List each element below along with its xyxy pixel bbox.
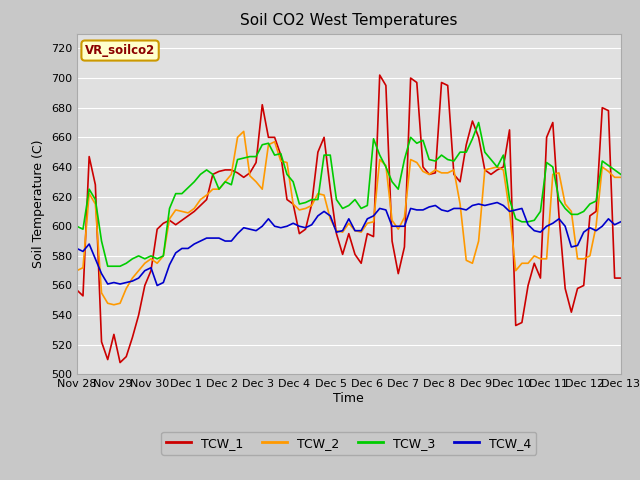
Line: TCW_1: TCW_1: [77, 75, 621, 362]
TCW_3: [289, 179, 297, 185]
Legend: TCW_1, TCW_2, TCW_3, TCW_4: TCW_1, TCW_2, TCW_3, TCW_4: [161, 432, 536, 455]
TCW_4: [493, 200, 501, 205]
Line: TCW_2: TCW_2: [77, 132, 621, 305]
TCW_1: [617, 275, 625, 281]
TCW_4: [191, 241, 198, 247]
TCW_2: [568, 208, 575, 214]
TCW_2: [147, 256, 155, 262]
TCW_4: [141, 268, 148, 274]
TCW_4: [568, 244, 575, 250]
TCW_3: [147, 253, 155, 259]
TCW_1: [357, 260, 365, 266]
TCW_2: [135, 268, 143, 274]
TCW_1: [147, 268, 155, 274]
TCW_3: [191, 179, 198, 185]
TCW_3: [135, 253, 143, 259]
TCW_4: [617, 219, 625, 225]
TCW_4: [154, 283, 161, 288]
TCW_1: [376, 72, 383, 78]
Y-axis label: Soil Temperature (C): Soil Temperature (C): [32, 140, 45, 268]
TCW_4: [73, 246, 81, 252]
TCW_3: [73, 223, 81, 229]
TCW_3: [357, 205, 365, 211]
TCW_3: [104, 264, 111, 269]
TCW_1: [568, 309, 575, 315]
TCW_2: [296, 207, 303, 213]
Line: TCW_4: TCW_4: [77, 203, 621, 286]
TCW_2: [191, 205, 198, 211]
TCW_3: [617, 171, 625, 177]
TCW_3: [568, 212, 575, 217]
TCW_1: [73, 287, 81, 293]
X-axis label: Time: Time: [333, 392, 364, 405]
TCW_2: [240, 129, 248, 134]
TCW_2: [73, 268, 81, 274]
TCW_2: [364, 220, 371, 226]
TCW_4: [129, 278, 136, 284]
Line: TCW_3: TCW_3: [77, 122, 621, 266]
TCW_4: [357, 228, 365, 234]
TCW_3: [475, 120, 483, 125]
TCW_2: [110, 302, 118, 308]
Title: Soil CO2 West Temperatures: Soil CO2 West Temperatures: [240, 13, 458, 28]
TCW_1: [116, 360, 124, 365]
Text: VR_soilco2: VR_soilco2: [85, 44, 156, 57]
TCW_4: [289, 220, 297, 226]
TCW_1: [289, 201, 297, 207]
TCW_1: [191, 208, 198, 214]
TCW_1: [135, 312, 143, 318]
TCW_2: [617, 174, 625, 180]
